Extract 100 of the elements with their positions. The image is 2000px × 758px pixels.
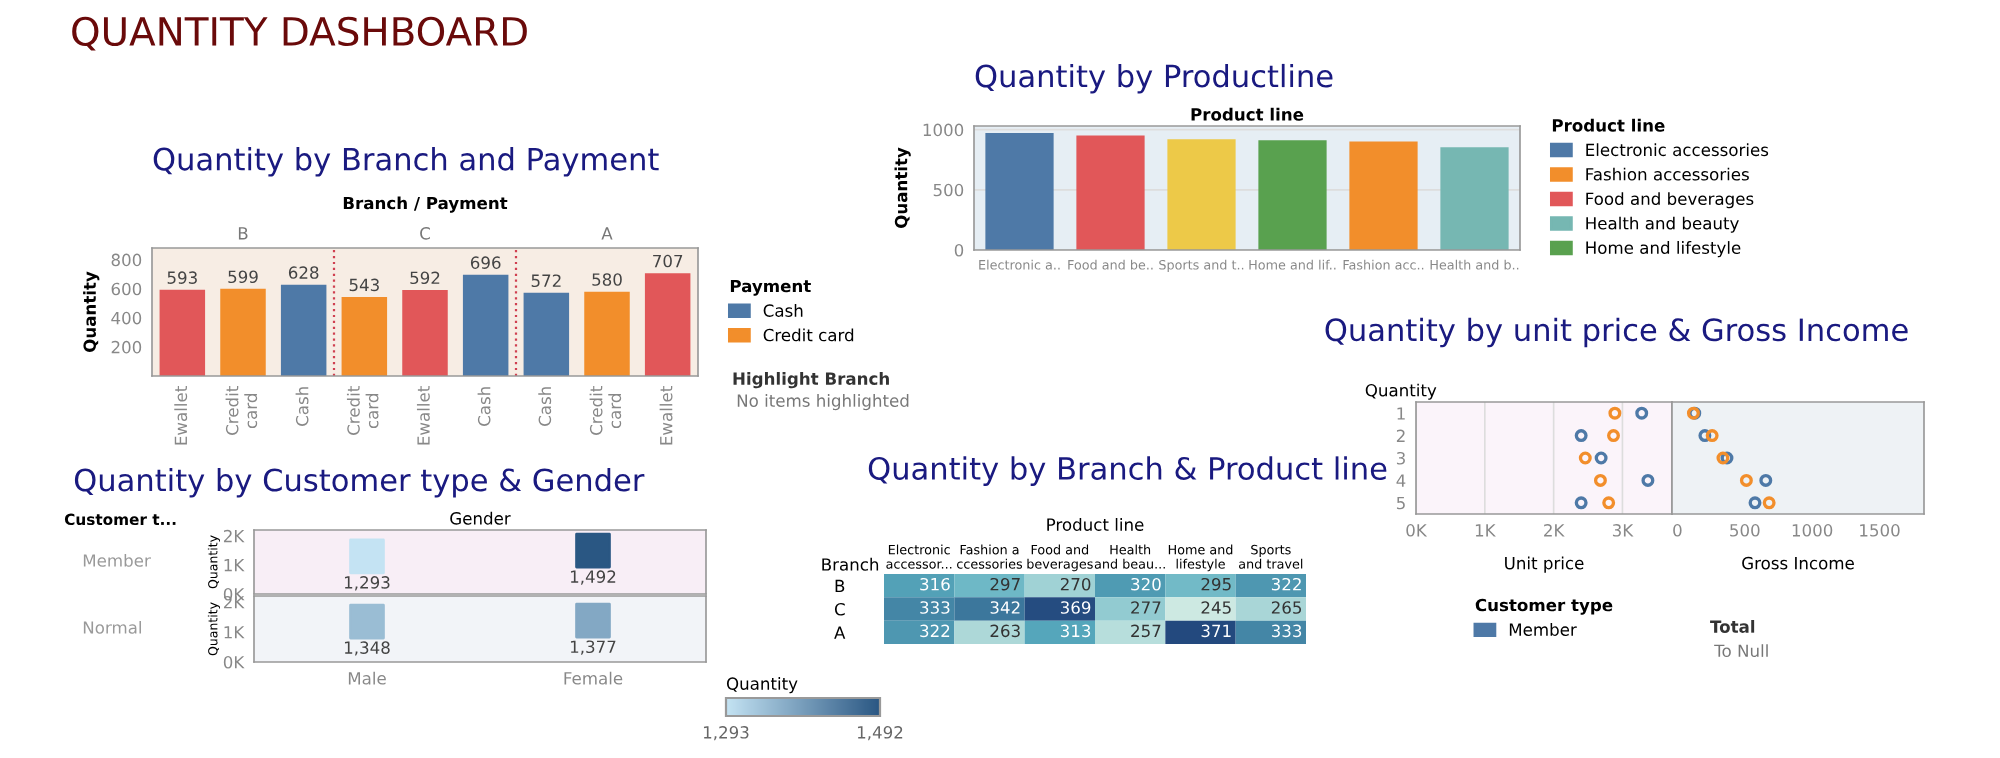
- y-tick-label: C: [834, 602, 845, 616]
- x-tick-label: 1500: [1860, 524, 1900, 537]
- data-label: 295: [1201, 577, 1231, 591]
- y-tick-label: A: [834, 626, 846, 639]
- data-label: 322: [1271, 577, 1301, 591]
- data-label: 1,377: [570, 640, 616, 655]
- y-tick-label: 1000: [923, 123, 964, 137]
- x-axis-title: Gender: [450, 511, 511, 525]
- data-label: 263: [990, 624, 1020, 638]
- x-tick-label: Ewallet: [174, 386, 188, 445]
- data-label: 696: [470, 256, 501, 269]
- data-label: 257: [1131, 624, 1161, 638]
- x-tick-label: 2K: [1544, 524, 1565, 537]
- x-tick-label: Ewallet: [416, 386, 430, 445]
- chart-title: Quantity by Productline: [975, 63, 1333, 94]
- x-axis-title: Branch / Payment: [343, 196, 508, 213]
- y-tick-label: 0K: [223, 655, 245, 669]
- x-tick-label: 3K: [1612, 524, 1634, 537]
- data-label: 628: [288, 266, 319, 279]
- y-tick-label: 600: [111, 282, 142, 296]
- y-tick-label: 2: [1396, 429, 1405, 442]
- x-tick-label: 0K: [1406, 524, 1428, 537]
- data-label: 245: [1201, 601, 1231, 614]
- x-tick-label: Ewallet: [659, 386, 673, 445]
- data-label: 707: [653, 254, 683, 268]
- legend-title: Customer type: [1475, 598, 1613, 615]
- y-tick-label: 4: [1396, 474, 1406, 487]
- legend-label: Member: [1509, 623, 1577, 636]
- data-label: 1,492: [570, 570, 616, 585]
- y-axis-title: Quantity: [83, 271, 100, 352]
- data-label: 599: [228, 270, 258, 284]
- y-tick-label: 1K: [224, 626, 245, 639]
- y-tick-label: 800: [111, 253, 142, 267]
- data-label: 322: [920, 624, 950, 638]
- data-label: 1,348: [344, 641, 390, 656]
- data-label: 270: [1060, 577, 1091, 591]
- legend-label: Credit card: [763, 328, 854, 342]
- text: To Null: [1714, 644, 1768, 658]
- text: Normal: [83, 620, 141, 634]
- data-label: 277: [1131, 601, 1161, 614]
- data-label: 333: [920, 601, 950, 614]
- data-label: 543: [349, 278, 379, 292]
- data-label: 297: [990, 577, 1020, 591]
- color-bar-title: Quantity: [726, 677, 798, 694]
- color-bar-label: 1,492: [857, 726, 903, 741]
- data-label: 580: [592, 273, 622, 286]
- data-label: 342: [990, 601, 1020, 614]
- data-label: 316: [920, 577, 950, 591]
- x-tick-label: Male: [348, 671, 386, 685]
- y-tick-label: 500: [933, 183, 964, 197]
- x-tick-label: Female: [564, 671, 623, 685]
- x-tick-label: 0: [1673, 524, 1682, 537]
- text: C: [420, 227, 430, 240]
- y-tick-label: 5: [1396, 496, 1405, 510]
- legend-label: Home and lifestyle: [1586, 241, 1741, 258]
- y-axis-title: Quantity: [1365, 383, 1437, 400]
- y-tick-label: 3: [1396, 451, 1405, 465]
- x-tick-label: 1000: [1792, 524, 1833, 537]
- data-label: 371: [1201, 624, 1231, 638]
- legend-label: Health and beauty: [1586, 216, 1739, 233]
- x-tick-label: Cash: [477, 387, 491, 426]
- text: No items highlighted: [737, 394, 909, 411]
- y-tick-label: 0: [954, 243, 964, 257]
- data-label: 572: [531, 274, 561, 288]
- data-label: 265: [1271, 601, 1302, 614]
- x-tick-label: Credit card: [346, 386, 379, 435]
- text: Highlight Branch: [733, 372, 889, 389]
- color-bar-label: 1,293: [703, 726, 749, 741]
- y-axis-title: Quantity: [894, 147, 911, 228]
- legend-label: Electronic accessories: [1586, 143, 1769, 157]
- data-label: 320: [1131, 577, 1161, 591]
- chart-title: Quantity by Branch and Payment: [153, 147, 659, 177]
- y-tick-label: 400: [111, 311, 142, 325]
- y-tick-label: B: [835, 579, 845, 592]
- x-tick-label: Cash: [538, 387, 552, 426]
- legend-label: Food and beverages: [1586, 192, 1754, 209]
- legend-label: Fashion accessories: [1586, 167, 1749, 181]
- x-tick-label: 500: [1730, 524, 1760, 537]
- text: A: [601, 227, 613, 240]
- data-label: 593: [167, 271, 197, 284]
- y-axis-title: Branch: [822, 557, 879, 571]
- data-label: 313: [1060, 624, 1091, 638]
- legend-title: Payment: [730, 279, 811, 296]
- x-axis-title: Product line: [1047, 517, 1144, 531]
- x-tick-label: Credit card: [589, 386, 622, 435]
- legend-label: Cash: [763, 304, 803, 317]
- chart-title: Quantity by Customer type & Gender: [74, 467, 645, 498]
- x-axis-title: Unit price: [1505, 556, 1584, 573]
- x-axis-title: Gross Income: [1742, 556, 1854, 570]
- data-label: 592: [410, 271, 440, 285]
- y-tick-label: 200: [111, 340, 142, 354]
- text: Total: [1710, 620, 1755, 633]
- data-label: 369: [1060, 601, 1091, 614]
- data-label: 333: [1271, 624, 1302, 638]
- chart-title: Quantity by Branch & Product line: [868, 456, 1387, 486]
- text: Member: [83, 553, 151, 567]
- x-tick-label: 1K: [1475, 524, 1496, 537]
- x-axis-title: Product line: [1191, 107, 1304, 121]
- y-tick-label: 1: [1397, 407, 1405, 420]
- x-tick-label: Cash: [295, 387, 309, 426]
